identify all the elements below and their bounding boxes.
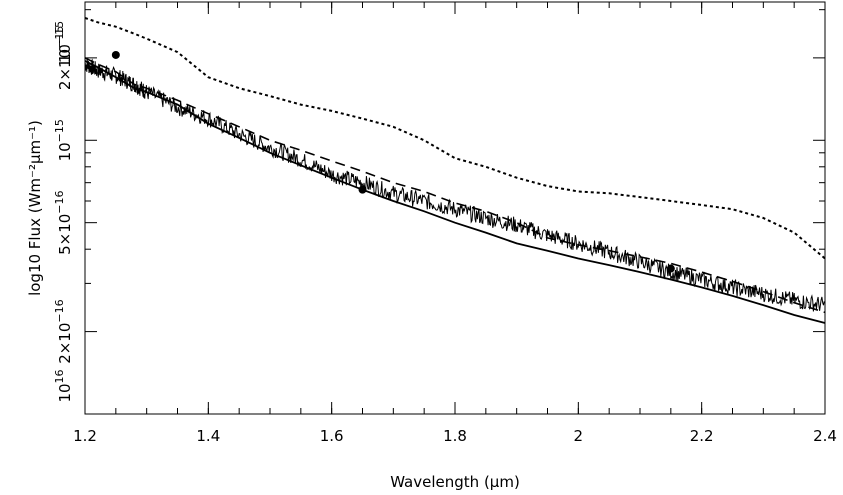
- series-line-noisy: [84, 58, 825, 312]
- y-tick-label: 1016: [53, 369, 74, 402]
- x-tick-labels: 1.2 1.4 1.6 1.8 2 2.2 2.4: [73, 427, 837, 445]
- y-axis-title: log10 Flux (Wm⁻²μm⁻¹): [26, 120, 44, 296]
- photometry-point: [111, 50, 120, 59]
- y-tick-label: 2×10−16: [53, 299, 74, 363]
- x-tick-label: 2: [574, 427, 584, 445]
- x-tick-label: 1.2: [73, 427, 97, 445]
- x-tick-label: 2.4: [813, 427, 837, 445]
- plot-frame: [84, 1, 826, 415]
- photometry-point: [666, 264, 675, 273]
- x-tick-label: 2.2: [690, 427, 714, 445]
- x-tick-label: 1.4: [196, 427, 220, 445]
- axis-ticks: [84, 1, 826, 415]
- y-tick-label: 10−15: [53, 21, 74, 63]
- y-tick-label: 10−15: [53, 119, 74, 161]
- y-tick-label: 5×10−16: [53, 190, 74, 254]
- x-axis-title: Wavelength (μm): [390, 473, 520, 491]
- series-layer: [84, 16, 826, 324]
- photometry-point: [358, 185, 367, 194]
- marker-layer: [111, 50, 675, 273]
- x-tick-label: 1.6: [320, 427, 344, 445]
- series-line-dashed: [84, 57, 826, 314]
- x-tick-label: 1.8: [443, 427, 467, 445]
- series-line-solid: [84, 60, 826, 324]
- y-tick-label: 2×10−15: [53, 26, 74, 90]
